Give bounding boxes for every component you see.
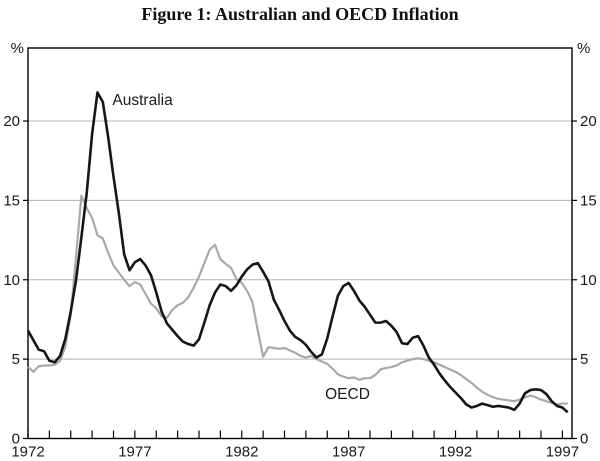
oecd-line [27, 194, 568, 406]
x-tick-label: 1992 [439, 444, 472, 461]
x-tick-label: 1987 [332, 444, 365, 461]
y-tick-label-right: 15 [580, 192, 597, 209]
x-tick-label: 1997 [546, 444, 579, 461]
y-tick-label-right: 0 [580, 431, 588, 448]
y-tick-label-right: 10 [580, 272, 597, 289]
x-tick-label: 1977 [118, 444, 151, 461]
y-tick-label-left: 15 [3, 192, 20, 209]
australia-label: Australia [112, 92, 173, 109]
y-tick-label-left: 20 [3, 113, 20, 130]
x-tick-label: 1982 [225, 444, 258, 461]
y-tick-label-right: 20 [580, 113, 597, 130]
x-tick-label: 1972 [11, 444, 44, 461]
oecd-label: OECD [325, 386, 370, 403]
figure-title: Figure 1: Australian and OECD Inflation [141, 4, 459, 24]
plot-frame [27, 47, 573, 440]
y-tick-label-left: 5 [12, 351, 20, 368]
y-axis-unit-left: % [10, 40, 24, 57]
y-tick-label-right: 5 [580, 351, 588, 368]
y-axis-unit-right: % [577, 40, 591, 57]
australia-line [26, 91, 569, 414]
y-tick-label-left: 10 [3, 272, 20, 289]
y-tick-label-left: 0 [12, 431, 20, 448]
